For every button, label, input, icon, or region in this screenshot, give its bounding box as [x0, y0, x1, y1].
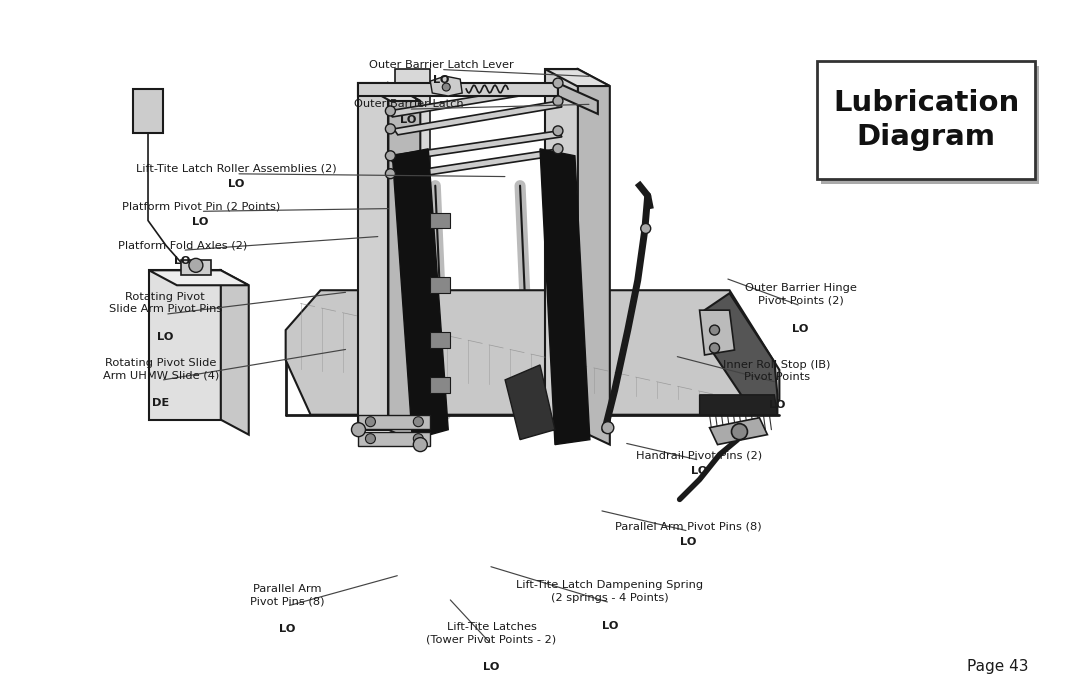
FancyBboxPatch shape	[818, 61, 1035, 179]
Polygon shape	[359, 415, 430, 429]
Text: LO: LO	[279, 624, 295, 634]
Circle shape	[386, 169, 395, 179]
Circle shape	[414, 433, 423, 444]
Text: Rotating Pivot
Slide Arm Pivot Pins: Rotating Pivot Slide Arm Pivot Pins	[108, 292, 221, 314]
Circle shape	[710, 343, 719, 353]
Circle shape	[640, 223, 651, 233]
Circle shape	[414, 417, 423, 426]
Polygon shape	[220, 270, 248, 435]
Polygon shape	[505, 365, 555, 440]
Circle shape	[414, 438, 428, 452]
Polygon shape	[359, 83, 558, 96]
Text: Inner Roll Stop (IB)
Pivot Points: Inner Roll Stop (IB) Pivot Points	[724, 360, 831, 383]
Polygon shape	[545, 69, 578, 430]
Text: Outer Barrier Latch: Outer Barrier Latch	[354, 99, 463, 109]
Text: Parallel Arm Pivot Pins (8): Parallel Arm Pivot Pins (8)	[616, 521, 762, 531]
Polygon shape	[700, 395, 778, 415]
Polygon shape	[430, 213, 450, 228]
Text: LO: LO	[793, 324, 809, 334]
Text: LO: LO	[680, 537, 697, 547]
Text: LO: LO	[483, 662, 500, 672]
Polygon shape	[545, 69, 610, 86]
Polygon shape	[430, 76, 462, 96]
Text: Lift-Tite Latches
(Tower Pivot Points - 2): Lift-Tite Latches (Tower Pivot Points - …	[427, 622, 556, 644]
Polygon shape	[430, 377, 450, 393]
Polygon shape	[149, 270, 248, 285]
Text: Page 43: Page 43	[968, 659, 1029, 674]
Polygon shape	[389, 83, 562, 117]
Text: Platform Pivot Pin (2 Points): Platform Pivot Pin (2 Points)	[122, 201, 280, 211]
Polygon shape	[359, 83, 389, 430]
Circle shape	[386, 124, 395, 134]
Circle shape	[602, 422, 613, 433]
Polygon shape	[430, 277, 450, 293]
Text: LO: LO	[769, 400, 785, 410]
Circle shape	[442, 83, 450, 91]
Polygon shape	[700, 310, 734, 355]
Polygon shape	[704, 293, 778, 415]
Text: Outer Barrier Latch Lever: Outer Barrier Latch Lever	[368, 59, 513, 70]
Text: Handrail Pivot Pins (2): Handrail Pivot Pins (2)	[636, 450, 762, 460]
Circle shape	[365, 417, 376, 426]
Circle shape	[351, 423, 365, 437]
Text: Platform Fold Axles (2): Platform Fold Axles (2)	[118, 240, 247, 251]
Polygon shape	[389, 83, 420, 445]
Circle shape	[553, 126, 563, 136]
Text: LO: LO	[602, 621, 618, 631]
Polygon shape	[389, 131, 562, 162]
Circle shape	[553, 96, 563, 106]
Text: Rotating Pivot Slide
Arm UHMW Slide (4): Rotating Pivot Slide Arm UHMW Slide (4)	[103, 358, 219, 380]
Text: Parallel Arm
Pivot Pins (8): Parallel Arm Pivot Pins (8)	[249, 584, 324, 607]
Polygon shape	[578, 69, 610, 445]
Polygon shape	[710, 417, 768, 445]
Polygon shape	[392, 149, 448, 440]
Text: LO: LO	[174, 255, 190, 266]
Circle shape	[386, 106, 395, 116]
Circle shape	[731, 424, 747, 440]
Text: Lift-Tite Latch Dampening Spring
(2 springs - 4 Points): Lift-Tite Latch Dampening Spring (2 spri…	[516, 580, 703, 603]
Polygon shape	[133, 89, 163, 133]
Text: LO: LO	[433, 75, 449, 85]
Polygon shape	[359, 431, 430, 445]
Polygon shape	[558, 83, 598, 114]
Text: LO: LO	[157, 332, 174, 342]
Text: LO: LO	[691, 466, 707, 475]
Circle shape	[710, 325, 719, 335]
Circle shape	[553, 78, 563, 88]
Text: Lift-Tite Latch Roller Assemblies (2): Lift-Tite Latch Roller Assemblies (2)	[136, 164, 337, 174]
Polygon shape	[395, 69, 430, 419]
Polygon shape	[285, 290, 780, 415]
Text: Outer Barrier Hinge
Pivot Points (2): Outer Barrier Hinge Pivot Points (2)	[745, 283, 856, 306]
Circle shape	[386, 151, 395, 161]
Polygon shape	[540, 149, 590, 445]
Text: LO: LO	[401, 114, 417, 124]
Polygon shape	[430, 332, 450, 348]
FancyBboxPatch shape	[821, 66, 1039, 184]
Polygon shape	[394, 149, 562, 179]
Polygon shape	[359, 83, 420, 101]
Polygon shape	[181, 260, 211, 275]
Circle shape	[365, 433, 376, 444]
Text: LO: LO	[228, 179, 244, 189]
Text: DE: DE	[152, 398, 170, 408]
Circle shape	[189, 258, 203, 272]
Polygon shape	[394, 101, 562, 135]
Polygon shape	[149, 270, 220, 419]
Text: LO: LO	[192, 217, 208, 227]
Text: Lubrication
Diagram: Lubrication Diagram	[833, 89, 1020, 151]
Circle shape	[553, 144, 563, 154]
